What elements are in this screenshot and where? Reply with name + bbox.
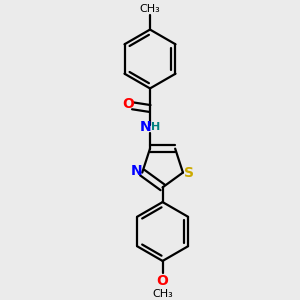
Text: N: N [130,164,142,178]
Text: O: O [157,274,169,288]
Text: O: O [123,98,134,112]
Text: CH₃: CH₃ [140,4,160,14]
Text: N: N [140,120,151,134]
Text: H: H [151,122,160,132]
Text: S: S [184,166,194,180]
Text: CH₃: CH₃ [152,289,173,299]
